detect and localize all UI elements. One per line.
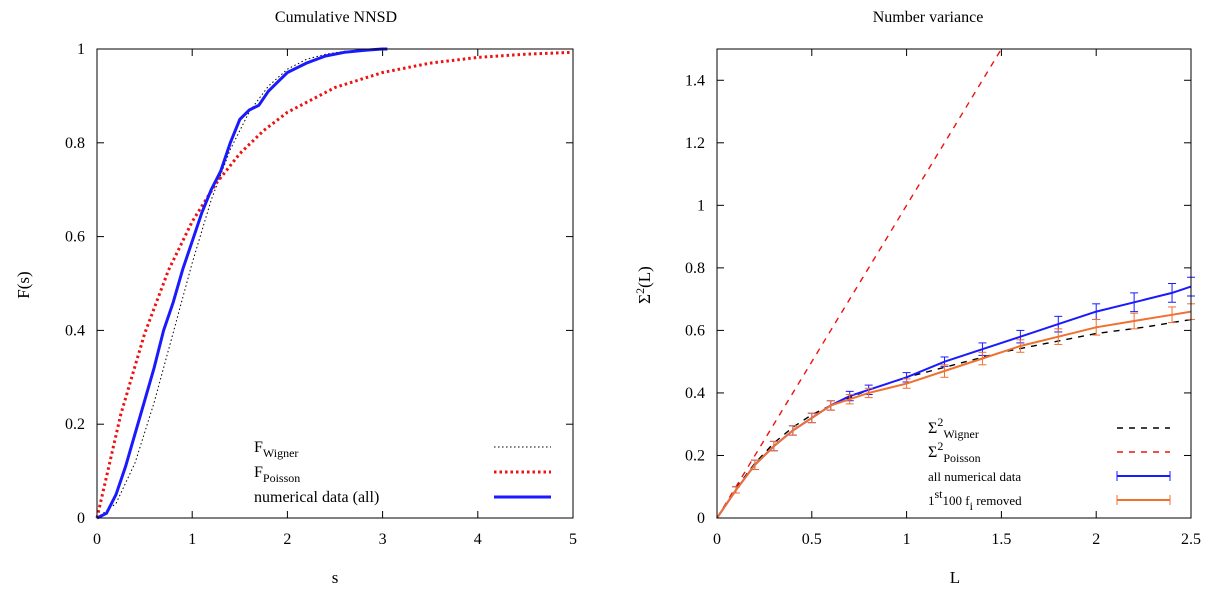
left-legend-text-part: Poisson [263,471,300,485]
left-legend-label: FPoisson [254,464,300,485]
left-chart-series [95,47,574,520]
left-x-tick-label: 1 [188,531,196,548]
left-y-axis-label: F(s) [14,271,33,298]
left-y-tick-label: 0.4 [65,322,85,339]
right-legend-text-part: Poisson [943,451,980,465]
left-legend-text-part: F [254,439,263,456]
right-legend-text-part: 2 [937,415,943,429]
left-series-line-f-poisson [95,50,574,519]
right-legend-text-part: 1 [928,493,935,508]
left-y-tick-label: 1 [77,41,85,58]
right-y-axis-label: Σ2(L) [633,266,654,304]
right-x-tick-label: 0 [713,531,721,548]
right-chart-series [716,48,1195,519]
right-y-axis-label-base: Σ [635,294,654,304]
right-y-tick-label: 0.2 [685,447,705,464]
left-x-tick-label: 5 [569,531,577,548]
right-legend-text-part: Σ [928,420,937,437]
right-y-tick-label: 1.4 [685,72,705,89]
right-legend-label: 1st100 fi removed [928,487,1022,513]
left-series-line-f-wigner [96,49,383,519]
left-legend-text-part: F [254,464,263,481]
right-legend-text-part: Wigner [943,427,979,441]
left-x-tick-label: 4 [474,531,482,548]
right-y-tick-label: 1.2 [685,135,705,152]
right-legend-text-part: st [935,487,944,501]
left-x-axis-label: s [332,568,339,587]
right-x-tick-label: 0.5 [802,531,822,548]
right-y-tick-label: 0.4 [685,385,705,402]
left-legend-text-part: Wigner [263,446,299,460]
right-y-tick-label: 0 [697,510,705,527]
right-x-tick-label: 2 [1092,531,1100,548]
left-chart-title: Cumulative NNSD [275,9,397,26]
right-legend-text-part: i [970,499,974,513]
right-series-line-poisson [716,48,1002,519]
left-x-tick-label: 3 [379,531,387,548]
right-chart-title: Number variance [873,9,984,26]
right-legend-text-part: removed [973,493,1022,508]
right-plot-frame [716,48,1192,519]
right-y-axis-label-sup: 2 [633,288,647,294]
right-legend-text-part: Σ [928,444,937,461]
right-x-tick-label: 2.5 [1181,531,1201,548]
left-y-tick-label: 0.6 [65,229,85,246]
right-legend-label: Σ2Wigner [928,415,979,441]
left-legend-label: numerical data (all) [254,489,379,506]
right-legend-text-part: 100 f [943,493,971,508]
right-legend-text-part: all numerical data [928,469,1021,484]
left-series-line-numerical-data-all [96,47,388,520]
left-legend-label: FWigner [254,439,298,460]
right-legend-label: all numerical data [928,469,1021,484]
right-legend-text-part: 2 [937,439,943,453]
right-x-tick-label: 1 [903,531,911,548]
right-series-line-wigner [716,318,1192,519]
left-plot-frame [96,48,574,519]
right-chart-ticks: 0 0.5 1 1.5 2 2.5 0 0.2 0.4 0.6 0.8 1 1.2 1.4 [685,49,1201,548]
left-x-tick-label: 2 [283,531,291,548]
left-y-tick-label: 0 [77,510,85,527]
right-y-tick-label: 0.6 [685,322,705,339]
right-legend-label: Σ2Poisson [928,439,981,465]
left-y-tick-label: 0.2 [65,416,85,433]
right-y-axis-label-tail: (L) [635,266,654,288]
right-y-tick-label: 1 [697,197,705,214]
right-x-tick-label: 1.5 [991,531,1011,548]
left-legend-text-part: numerical data (all) [254,489,379,506]
right-x-axis-label: L [950,568,960,587]
left-y-tick-label: 0.8 [65,135,85,152]
right-y-tick-label: 0.8 [685,260,705,277]
left-x-tick-label: 0 [93,531,101,548]
right-series-line-1st-100-f-i-removed [716,310,1192,519]
